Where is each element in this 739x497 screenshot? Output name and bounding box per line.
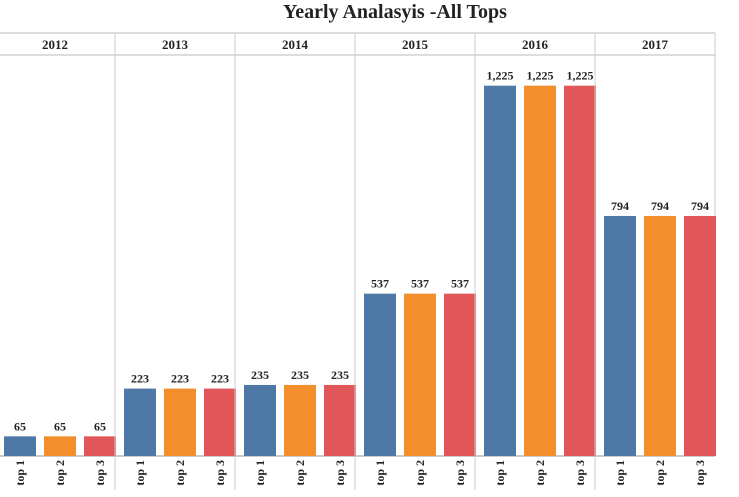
x-tick-label: top 3	[93, 460, 107, 486]
chart-title: Yearly Analasyis -All Tops	[283, 1, 507, 23]
bar	[564, 85, 596, 456]
x-tick-label: top 1	[613, 460, 627, 486]
bar	[444, 293, 476, 456]
x-tick-label: top 3	[453, 460, 467, 486]
bar	[204, 388, 236, 456]
bar	[644, 215, 676, 456]
bar	[524, 85, 556, 456]
x-tick-label: top 1	[133, 460, 147, 486]
data-label: 1,225	[527, 69, 554, 83]
data-label: 1,225	[487, 69, 514, 83]
data-label: 223	[171, 372, 189, 386]
bar	[684, 215, 716, 456]
panel-header: 2015	[402, 37, 429, 52]
x-tick-label: top 1	[493, 460, 507, 486]
data-label: 794	[691, 199, 709, 213]
bar	[324, 384, 356, 456]
panel-header: 2016	[522, 37, 549, 52]
panel-header: 2012	[42, 37, 68, 52]
x-tick-label: top 2	[533, 460, 547, 486]
data-label: 794	[611, 199, 629, 213]
data-label: 65	[14, 419, 26, 433]
x-tick-label: top 1	[373, 460, 387, 486]
bar	[4, 436, 36, 456]
data-label: 1,225	[567, 69, 594, 83]
x-tick-label: top 2	[413, 460, 427, 486]
data-label: 235	[291, 368, 309, 382]
data-label: 537	[371, 277, 389, 291]
data-label: 235	[251, 368, 269, 382]
x-tick-label: top 1	[13, 460, 27, 486]
data-label: 794	[651, 199, 669, 213]
data-label: 537	[411, 277, 429, 291]
x-tick-label: top 1	[253, 460, 267, 486]
data-label: 65	[94, 419, 106, 433]
data-label: 65	[54, 419, 66, 433]
bar	[404, 293, 436, 456]
bar	[84, 436, 116, 456]
bar	[364, 293, 396, 456]
data-label: 223	[211, 372, 229, 386]
x-tick-label: top 2	[53, 460, 67, 486]
bar	[164, 388, 196, 456]
bar	[604, 215, 636, 456]
bar	[284, 384, 316, 456]
bar	[124, 388, 156, 456]
x-tick-label: top 3	[333, 460, 347, 486]
panel-header: 2017	[642, 37, 669, 52]
x-tick-label: top 3	[693, 460, 707, 486]
data-label: 235	[331, 368, 349, 382]
panel-header: 2014	[282, 37, 309, 52]
bar	[244, 384, 276, 456]
data-label: 223	[131, 372, 149, 386]
panel-header: 2013	[162, 37, 189, 52]
x-tick-label: top 2	[653, 460, 667, 486]
bar	[484, 85, 516, 456]
bar	[44, 436, 76, 456]
x-tick-label: top 2	[293, 460, 307, 486]
x-tick-label: top 2	[173, 460, 187, 486]
data-label: 537	[451, 277, 469, 291]
x-tick-label: top 3	[213, 460, 227, 486]
x-tick-label: top 3	[573, 460, 587, 486]
